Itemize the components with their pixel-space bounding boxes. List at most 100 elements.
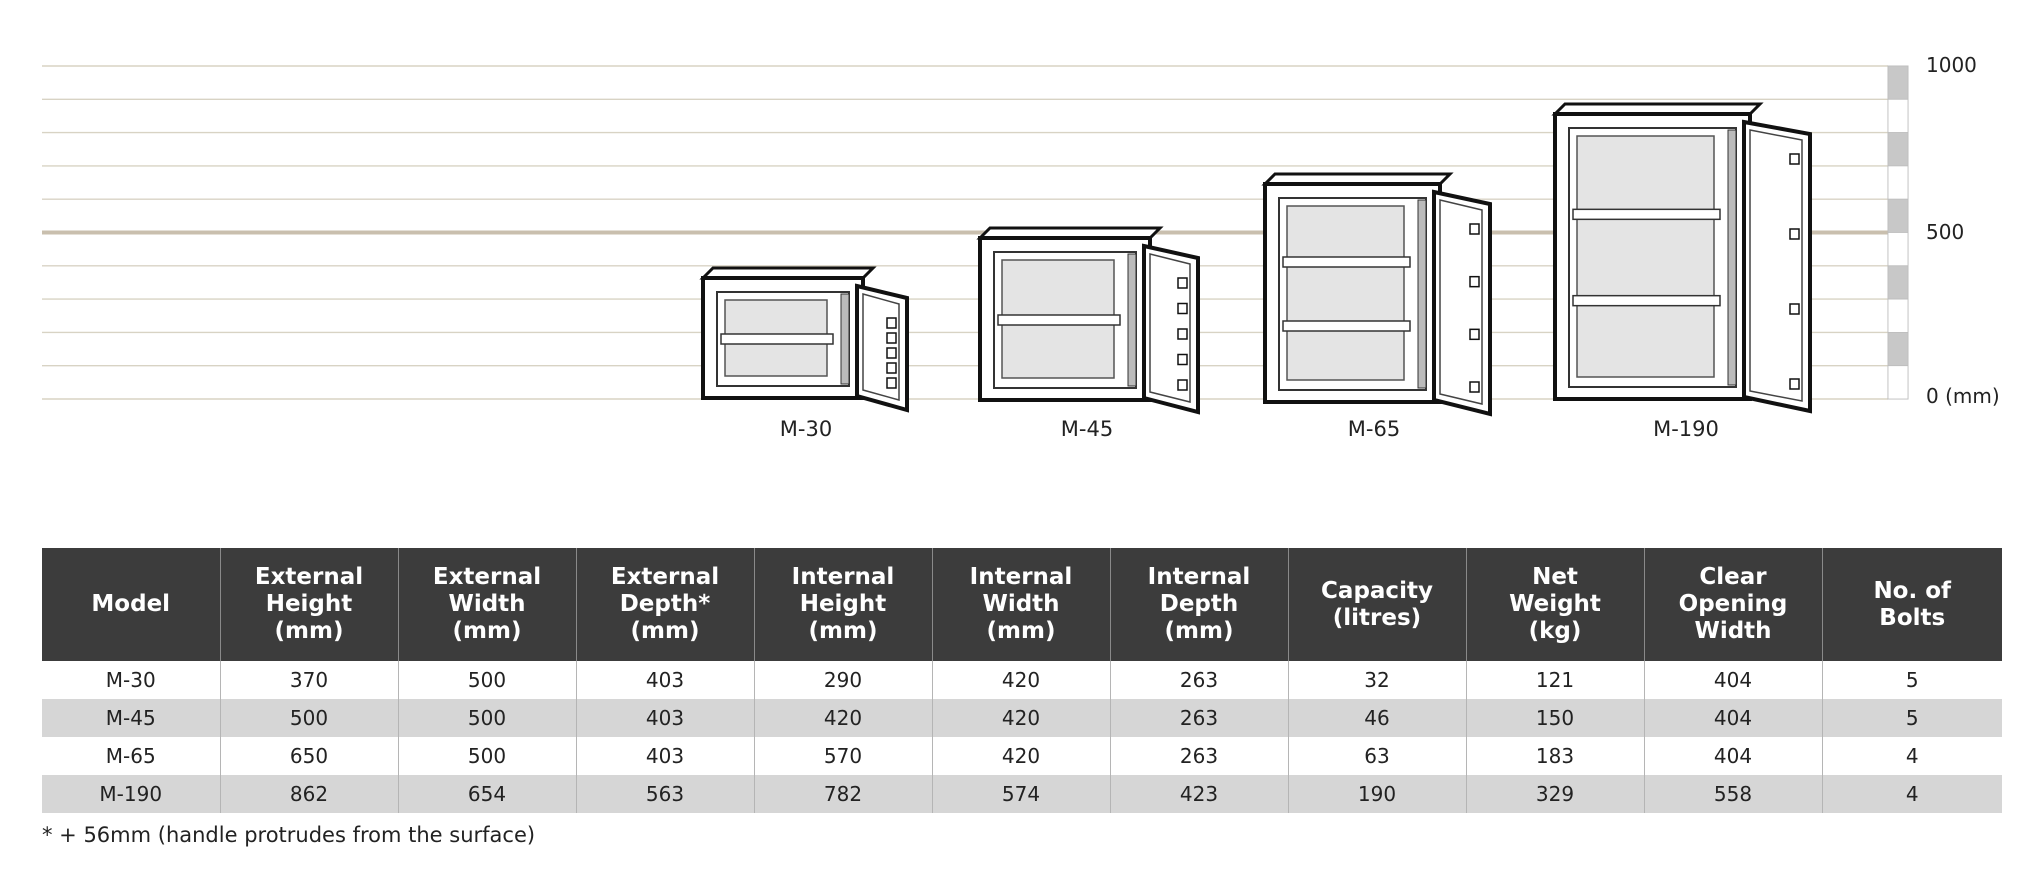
- value-cell: 150: [1465, 699, 1644, 737]
- value-cell: 404: [1643, 661, 1822, 699]
- value-cell: 4: [1821, 737, 2002, 775]
- safe-door-inner: [1439, 199, 1483, 405]
- column-header: Internal Height (mm): [753, 548, 932, 661]
- table-row: M-65 650 500 403 570 420 263 63 183 404 4: [42, 737, 2002, 775]
- column-header: Model: [42, 548, 220, 661]
- column-header: Clear Opening Width: [1643, 548, 1822, 661]
- safe-bolt: [886, 362, 897, 374]
- safe-door-inner: [862, 293, 900, 401]
- value-cell: 121: [1465, 661, 1644, 699]
- safe-bolt: [886, 317, 897, 329]
- header-row: Model External Height (mm) External Width …: [42, 548, 2002, 661]
- scale-bar-segment: [1887, 298, 1909, 333]
- safe-shelf: [1572, 294, 1721, 307]
- safe-bolt: [1177, 353, 1188, 366]
- safe-label-m45: M-45: [1061, 417, 1113, 441]
- scale-bar-segment: [1887, 232, 1909, 267]
- safe-bolt: [1469, 223, 1480, 235]
- value-cell: 403: [575, 699, 754, 737]
- value-cell: 423: [1109, 775, 1288, 813]
- scale-label-1000: 1000: [1926, 53, 1977, 77]
- safe-bolt: [1789, 378, 1800, 390]
- safe-shelf: [997, 314, 1121, 326]
- safe-label-m190: M-190: [1653, 417, 1719, 441]
- safe-hinge: [1727, 129, 1737, 386]
- safe-bolt: [1469, 381, 1480, 393]
- scale-label-0-mm: 0 (mm): [1926, 384, 2000, 408]
- height-scale-bar: [1887, 65, 1909, 400]
- value-cell: 5: [1821, 699, 2002, 737]
- safe-bolt: [1177, 277, 1188, 289]
- column-header: Internal Depth (mm): [1109, 548, 1288, 661]
- value-cell: 370: [219, 661, 398, 699]
- value-cell: 190: [1287, 775, 1466, 813]
- safe-m65: [1261, 172, 1492, 417]
- value-cell: 500: [219, 699, 398, 737]
- safe-bolt: [1469, 328, 1480, 341]
- value-cell: 329: [1465, 775, 1644, 813]
- safe-bolt: [1789, 228, 1800, 240]
- safe-hinge: [1127, 253, 1137, 387]
- column-header: Capacity (litres): [1287, 548, 1466, 661]
- safe-door-inner: [1149, 253, 1191, 403]
- safe-bolt: [1789, 303, 1800, 315]
- safe-bolt: [1177, 302, 1188, 315]
- value-cell: 63: [1287, 737, 1466, 775]
- value-cell: 46: [1287, 699, 1466, 737]
- safe-shelf: [1572, 208, 1721, 221]
- value-cell: 654: [397, 775, 576, 813]
- safe-bolt: [1177, 379, 1188, 391]
- safe-label-m65: M-65: [1348, 417, 1400, 441]
- value-cell: 183: [1465, 737, 1644, 775]
- safe-m45: [976, 226, 1200, 415]
- model-cell: M-65: [42, 737, 220, 775]
- scale-bar-segment: [1887, 98, 1909, 134]
- value-cell: 650: [219, 737, 398, 775]
- scale-bar-segment: [1887, 331, 1909, 367]
- column-header: External Height (mm): [219, 548, 398, 661]
- scale-bar-segment: [1887, 198, 1909, 233]
- value-cell: 574: [931, 775, 1110, 813]
- column-header: No. of Bolts: [1821, 548, 2002, 661]
- value-cell: 563: [575, 775, 754, 813]
- column-header: External Depth* (mm): [575, 548, 754, 661]
- value-cell: 420: [753, 699, 932, 737]
- value-cell: 862: [219, 775, 398, 813]
- value-cell: 420: [931, 661, 1110, 699]
- value-cell: 420: [931, 737, 1110, 775]
- value-cell: 263: [1109, 661, 1288, 699]
- safe-illustrations: [699, 102, 1812, 417]
- value-cell: 32: [1287, 661, 1466, 699]
- table-header: Model External Height (mm) External Width …: [42, 548, 2002, 661]
- value-cell: 404: [1643, 737, 1822, 775]
- safe-interior: [1286, 205, 1405, 381]
- table-body: M-30 370 500 403 290 420 263 32 121 404 5 M-45 500 50…: [42, 661, 2002, 813]
- value-cell: 403: [575, 737, 754, 775]
- value-cell: 570: [753, 737, 932, 775]
- footnote: * + 56mm (handle protrudes from the surf…: [42, 823, 536, 847]
- value-cell: 4: [1821, 775, 2002, 813]
- safe-interior: [1576, 135, 1715, 378]
- safe-bolt: [886, 332, 897, 344]
- table-row: M-45 500 500 403 420 420 263 46 150 404 5: [42, 699, 2002, 737]
- safe-size-illustration: 1000 500 0 (mm) M-30 M-45 M-65 M-190: [42, 53, 2000, 441]
- scale-bar-segment: [1887, 132, 1909, 167]
- value-cell: 263: [1109, 737, 1288, 775]
- safe-door: [1742, 119, 1812, 414]
- safe-m190: [1551, 102, 1812, 414]
- model-cell: M-190: [42, 775, 220, 813]
- safe-bolt: [1789, 153, 1800, 165]
- scale-bar-segment: [1887, 265, 1909, 300]
- safe-door: [1432, 189, 1492, 417]
- safe-door-inner: [1749, 129, 1803, 402]
- safe-bolt: [1469, 275, 1480, 288]
- scale-bar-segment: [1887, 165, 1909, 200]
- value-cell: 403: [575, 661, 754, 699]
- value-cell: 500: [397, 737, 576, 775]
- value-cell: 5: [1821, 661, 2002, 699]
- value-cell: 404: [1643, 699, 1822, 737]
- value-cell: 558: [1643, 775, 1822, 813]
- safe-bolt: [1177, 328, 1188, 340]
- value-cell: 500: [397, 699, 576, 737]
- table-row: M-30 370 500 403 290 420 263 32 121 404 5: [42, 661, 2002, 699]
